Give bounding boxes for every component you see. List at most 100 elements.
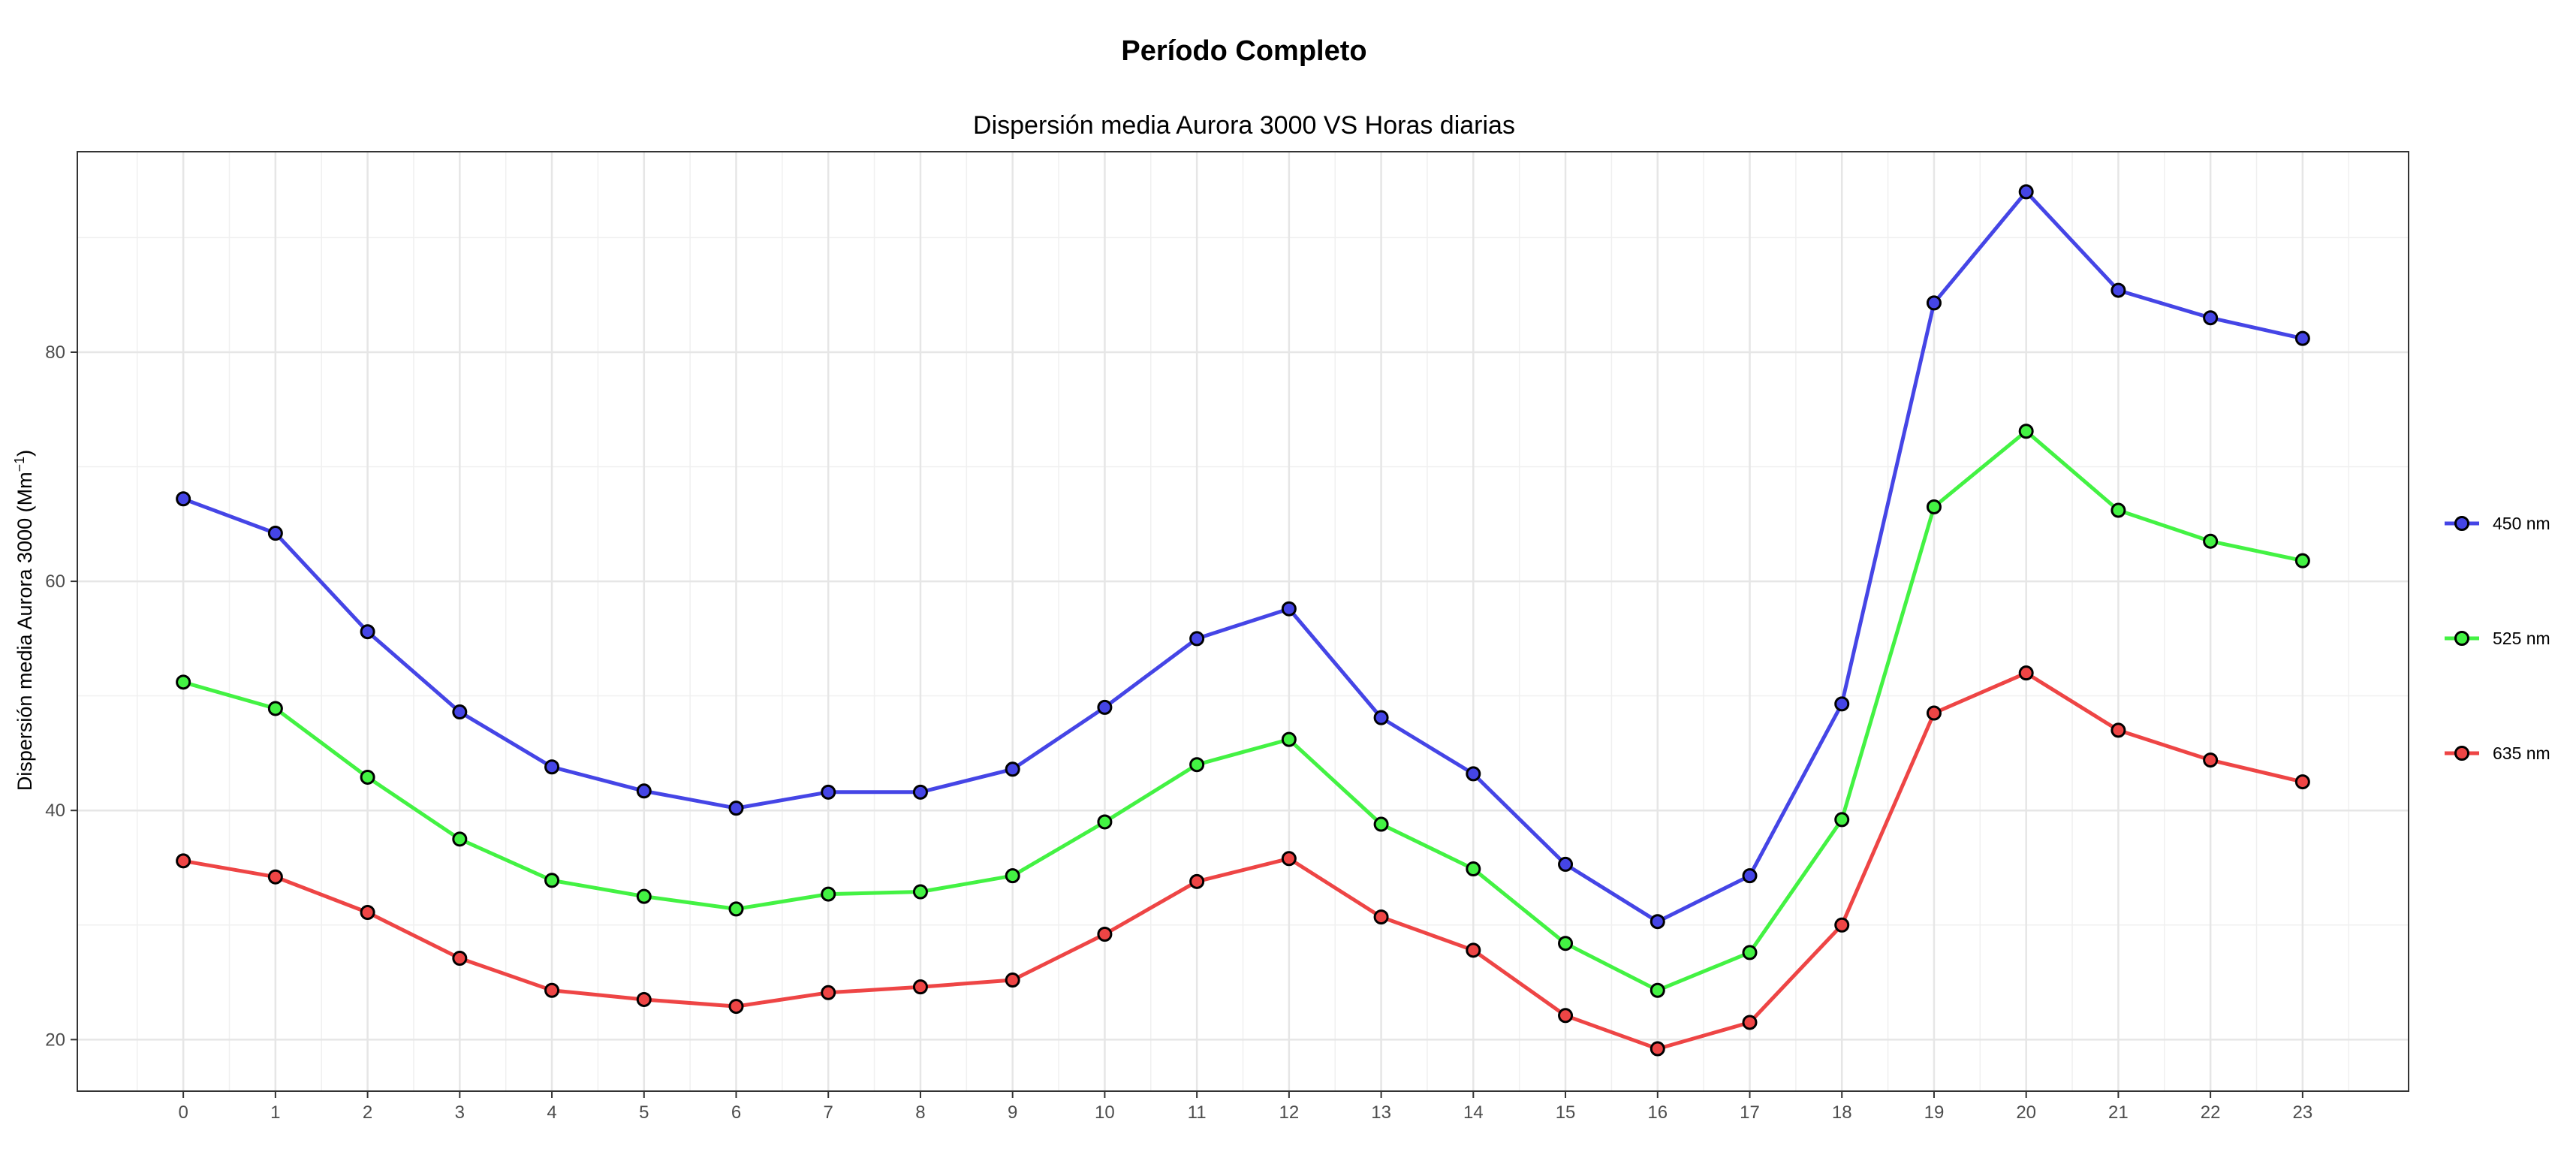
data-point-s3 — [1466, 942, 1481, 958]
x-tick-label: 23 — [2293, 1102, 2313, 1123]
data-point-s1 — [176, 491, 191, 507]
series-line-3 — [182, 671, 2303, 1051]
x-tick-label: 2 — [363, 1102, 372, 1123]
data-point-s2 — [176, 674, 191, 690]
x-tick-label: 12 — [1279, 1102, 1300, 1123]
data-point-s2 — [1097, 814, 1113, 830]
x-tick-label: 4 — [547, 1102, 556, 1123]
series-line-1 — [182, 189, 2303, 924]
x-axis: 0 1 2 3 4 5 6 7 8 9 10 11 12 13 14 15 16 17 18 19 20 21 22 23 — [178, 1091, 2312, 1123]
y-tick-label: 40 — [45, 801, 65, 821]
data-point-s2 — [1005, 868, 1020, 884]
data-point-s2 — [1742, 945, 1758, 960]
data-point-s1 — [544, 759, 560, 775]
data-point-s2 — [1466, 861, 1481, 877]
y-axis-label: Dispersión media Aurora 3000 (Mm−1) — [12, 450, 36, 791]
data-point-s3 — [1097, 926, 1113, 942]
data-point-s1 — [2294, 330, 2310, 346]
data-point-s1 — [912, 784, 928, 800]
data-point-s2 — [1650, 982, 1665, 998]
data-point-s3 — [1742, 1015, 1758, 1030]
x-tick-label: 7 — [824, 1102, 833, 1123]
data-point-s1 — [1466, 766, 1481, 782]
data-point-s2 — [1281, 731, 1297, 747]
data-point-s1 — [1834, 696, 1850, 712]
data-point-s2 — [267, 701, 283, 716]
data-point-s3 — [821, 985, 836, 1000]
x-tick-label: 5 — [639, 1102, 649, 1123]
x-tick-label: 17 — [1740, 1102, 1760, 1123]
data-point-s2 — [452, 831, 468, 847]
data-point-s2 — [1926, 499, 1942, 514]
data-point-s3 — [1281, 851, 1297, 867]
y-tick-label: 60 — [45, 571, 65, 592]
data-point-s3 — [636, 991, 652, 1007]
data-point-s2 — [2018, 424, 2034, 439]
data-point-s2 — [1373, 816, 1389, 832]
series-points — [176, 184, 2310, 1057]
x-tick-label: 16 — [1647, 1102, 1668, 1123]
x-tick-label: 13 — [1371, 1102, 1391, 1123]
plot-panel-border — [77, 151, 2409, 1092]
data-point-s1 — [1189, 631, 1205, 647]
legend-key-point — [2454, 746, 2469, 761]
data-point-s2 — [636, 888, 652, 904]
data-point-s3 — [1373, 909, 1389, 925]
legend-item: 450 nm — [2445, 514, 2550, 533]
data-point-s1 — [2111, 282, 2126, 298]
legend-label: 450 nm — [2493, 514, 2550, 533]
x-tick-label: 14 — [1463, 1102, 1484, 1123]
data-point-s3 — [1558, 1008, 1574, 1024]
data-point-s1 — [1005, 761, 1020, 777]
chart-subtitle: Dispersión media Aurora 3000 VS Horas di… — [973, 111, 1515, 140]
data-point-s1 — [1926, 295, 1942, 311]
legend-item: 525 nm — [2445, 629, 2550, 648]
y-axis: 20 40 60 80 — [45, 342, 77, 1050]
legend: 450 nm 525 nm 635 nm — [2445, 514, 2550, 763]
data-point-s1 — [1281, 601, 1297, 617]
data-point-s2 — [728, 901, 744, 917]
data-point-s2 — [1834, 812, 1850, 828]
x-tick-label: 6 — [731, 1102, 741, 1123]
data-point-s3 — [1926, 705, 1942, 721]
y-axis-label-superscript: −1 — [12, 457, 27, 472]
data-point-s1 — [1742, 868, 1758, 884]
x-tick-label: 15 — [1556, 1102, 1576, 1123]
legend-label: 525 nm — [2493, 629, 2550, 648]
data-point-s3 — [912, 979, 928, 995]
data-point-s3 — [1834, 917, 1850, 933]
data-point-s1 — [2018, 184, 2034, 200]
data-point-s1 — [452, 704, 468, 720]
panel-border-rect — [77, 151, 2409, 1092]
data-point-s1 — [360, 624, 375, 640]
data-point-s1 — [1097, 699, 1113, 715]
data-point-s1 — [728, 801, 744, 816]
x-tick-label: 0 — [178, 1102, 188, 1123]
x-tick-label: 18 — [1832, 1102, 1852, 1123]
data-point-s2 — [544, 873, 560, 888]
data-point-s1 — [636, 783, 652, 799]
grid-minor — [77, 152, 2409, 1091]
y-axis-title: Dispersión media Aurora 3000 (Mm−1) — [12, 450, 36, 791]
x-tick-label: 20 — [2016, 1102, 2036, 1123]
data-point-s3 — [267, 869, 283, 885]
x-tick-label: 3 — [455, 1102, 465, 1123]
series-lines — [182, 189, 2303, 1051]
x-tick-label: 8 — [915, 1102, 925, 1123]
data-point-s1 — [1558, 856, 1574, 872]
legend-label: 635 nm — [2493, 743, 2550, 763]
data-point-s2 — [1189, 757, 1205, 773]
data-point-s2 — [2203, 533, 2219, 549]
data-point-s2 — [912, 884, 928, 900]
data-point-s3 — [2203, 752, 2219, 768]
y-tick-label: 20 — [45, 1030, 65, 1050]
data-point-s1 — [267, 526, 283, 541]
y-axis-label-suffix: ) — [14, 450, 36, 457]
x-tick-label: 9 — [1008, 1102, 1017, 1123]
data-point-s3 — [1005, 973, 1020, 988]
data-point-s1 — [821, 784, 836, 800]
y-axis-label-main: Dispersión media Aurora 3000 (Mm — [14, 472, 36, 791]
x-tick-label: 22 — [2201, 1102, 2221, 1123]
x-tick-label: 10 — [1095, 1102, 1115, 1123]
